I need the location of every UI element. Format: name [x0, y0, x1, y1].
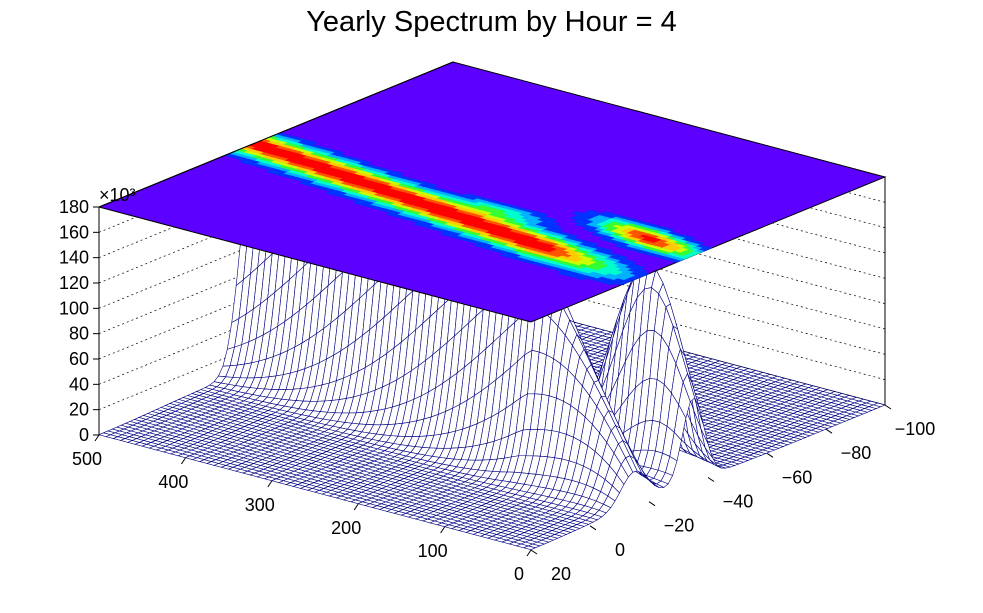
y-tick-mark: [589, 525, 597, 531]
contour-projection: [97, 61, 887, 323]
x-tick-mark: [440, 526, 446, 534]
x-tick-mark: [94, 434, 100, 442]
y-tick-mark: [648, 501, 656, 507]
y-tick-mark: [825, 428, 833, 434]
x-tick-mark: [267, 480, 273, 488]
y-tick-mark: [707, 477, 715, 482]
contour-plane: [97, 61, 887, 323]
y-tick-mark: [766, 452, 774, 458]
y-tick-mark: [884, 404, 892, 410]
y-tick-mark: [530, 549, 538, 555]
x-tick-mark: [353, 503, 359, 511]
chart-title: Yearly Spectrum by Hour = 4: [306, 6, 677, 38]
x-tick-mark: [526, 549, 532, 557]
x-tick-mark: [180, 457, 186, 465]
